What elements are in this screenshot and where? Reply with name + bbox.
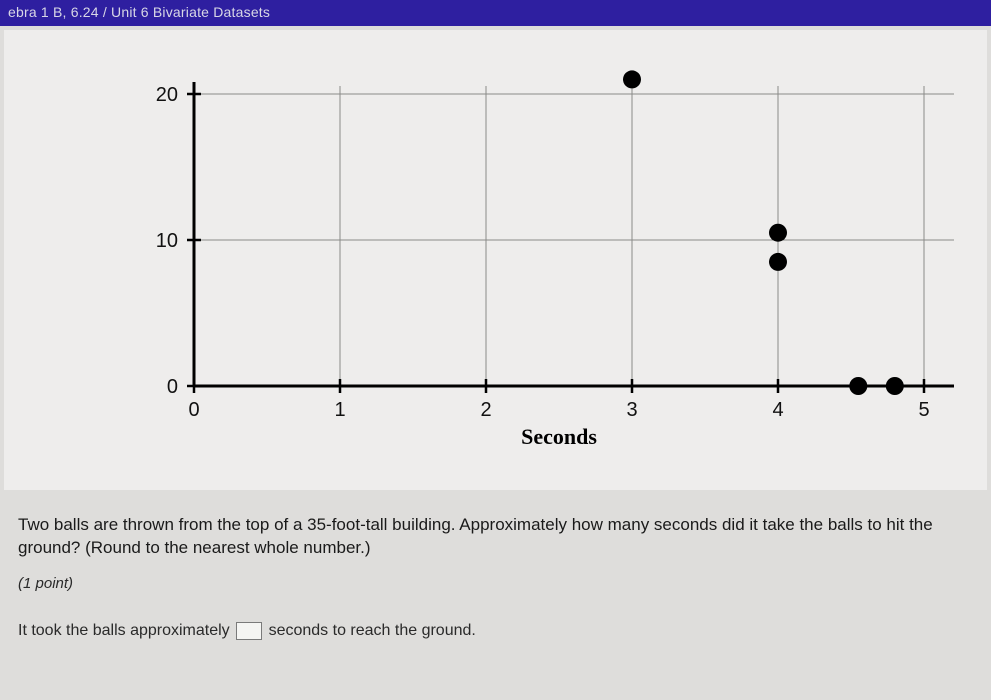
svg-text:0: 0 (188, 399, 199, 421)
answer-line: It took the balls approximately seconds … (0, 604, 991, 640)
svg-text:3: 3 (626, 399, 637, 421)
svg-text:2: 2 (480, 399, 491, 421)
chart-container: 01234501020xSeconds (4, 30, 987, 490)
svg-text:Seconds: Seconds (521, 424, 597, 449)
svg-text:1: 1 (334, 399, 345, 421)
question-block: Two balls are thrown from the top of a 3… (0, 490, 991, 604)
scatter-chart: 01234501020xSeconds (34, 48, 954, 468)
answer-suffix: seconds to reach the ground. (269, 622, 476, 639)
svg-text:20: 20 (156, 84, 178, 106)
points-label: (1 point) (18, 574, 973, 594)
answer-prefix: It took the balls approximately (18, 622, 230, 639)
breadcrumb-bar: ebra 1 B, 6.24 / Unit 6 Bivariate Datase… (0, 0, 991, 26)
svg-text:0: 0 (167, 376, 178, 398)
breadcrumb-text: ebra 1 B, 6.24 / Unit 6 Bivariate Datase… (8, 4, 270, 20)
svg-text:4: 4 (772, 399, 783, 421)
svg-text:10: 10 (156, 230, 178, 252)
answer-input[interactable] (236, 622, 262, 640)
question-text: Two balls are thrown from the top of a 3… (18, 514, 973, 560)
svg-text:5: 5 (918, 399, 929, 421)
